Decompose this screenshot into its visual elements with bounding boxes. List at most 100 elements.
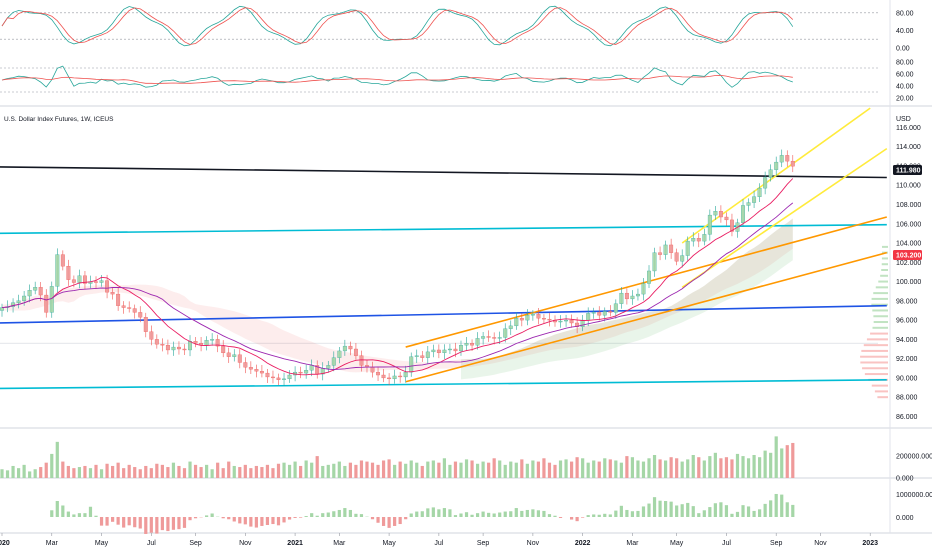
histogram-bar (61, 505, 65, 517)
candle-body (492, 337, 497, 339)
candle-body (60, 254, 65, 267)
volume-bar (138, 469, 142, 478)
candle-body (282, 378, 286, 380)
histogram-bar (614, 510, 618, 517)
volume-bar (254, 465, 258, 478)
histogram-bar (282, 517, 286, 523)
volume-bar (791, 442, 795, 478)
volume-bar (359, 460, 364, 478)
volume-bar (686, 459, 690, 478)
volume-profile-bar (873, 315, 888, 318)
histogram-bar (415, 511, 419, 517)
volume-bar (409, 460, 413, 478)
volume-bar (16, 468, 21, 478)
price-tick-label: 116.000 (896, 125, 921, 132)
volume-bar (33, 469, 37, 478)
candle-body (298, 371, 303, 374)
candle-body (342, 345, 347, 352)
histogram-bar (597, 514, 601, 517)
volume-bar (426, 461, 430, 478)
histogram-bar (127, 517, 131, 526)
histogram-bar (83, 513, 87, 517)
volume-bar (216, 462, 220, 478)
histogram-bar (260, 517, 264, 526)
histogram-bar (619, 505, 623, 517)
volume-bar (160, 464, 164, 478)
histogram-bar (769, 500, 773, 517)
candle-body (33, 287, 38, 291)
volume-bar (503, 464, 507, 478)
histogram-bar (254, 517, 258, 528)
price-tick-label: 86.000 (896, 414, 918, 421)
volume-bar (88, 468, 93, 478)
histogram-bar (697, 513, 701, 517)
histogram-bar (641, 506, 646, 517)
candle-body (359, 355, 364, 366)
volume-bar (448, 464, 452, 478)
time-tick-label: Jul (722, 540, 731, 547)
volume-bar (5, 470, 10, 478)
volume-bar (614, 460, 618, 478)
candle-body (575, 322, 580, 327)
rsi-tick-label: 60.00 (896, 72, 914, 79)
candle-body (503, 328, 508, 338)
volume-bar (232, 465, 236, 478)
volume-bar (625, 456, 629, 478)
histogram-bar (785, 502, 789, 517)
histogram-bar (680, 504, 684, 517)
histogram-bar (105, 517, 109, 526)
candle-body (370, 367, 375, 373)
volume-bar (205, 464, 209, 478)
histogram-bar (370, 517, 375, 520)
histogram-bar (630, 511, 635, 517)
volume-bar (304, 460, 308, 478)
volume-bar (525, 463, 529, 478)
volume-bar (431, 460, 435, 478)
candle-body (481, 336, 486, 339)
volume-profile-bar (880, 274, 888, 277)
candle-body (436, 349, 441, 354)
candle-body (558, 320, 563, 323)
candle-body (470, 343, 474, 346)
histogram-bar (177, 517, 181, 530)
volume-bar (487, 462, 491, 478)
rsi-tick-label: 80.00 (896, 60, 914, 67)
histogram-bar (77, 513, 82, 517)
histogram-bar (348, 509, 352, 517)
candle-body (116, 293, 121, 306)
histogram-bar (475, 513, 480, 517)
candle-body (182, 348, 187, 351)
candle-body (680, 255, 685, 262)
volume-bar (509, 461, 513, 478)
volume-profile-bar (872, 326, 888, 329)
candle-body (663, 244, 668, 255)
volume-bar (354, 464, 358, 478)
volume-bar (39, 467, 43, 478)
orange-channel-upper (405, 216, 888, 348)
volume-bar (315, 456, 319, 478)
candle-body (77, 275, 82, 283)
histogram-bar (763, 503, 767, 517)
histogram-bar (664, 501, 668, 517)
volume-bar (133, 467, 137, 478)
candle-body (66, 265, 71, 280)
channel-line-cyan-top (0, 223, 887, 235)
histogram-bar (409, 513, 413, 517)
candle-body (259, 371, 264, 374)
histogram-bar (88, 506, 93, 517)
volume-bar (221, 468, 225, 478)
histogram-bar (481, 511, 485, 517)
histogram-bar (780, 494, 784, 517)
histogram-bar (420, 511, 424, 517)
volume-bar (459, 462, 463, 478)
candle-body (591, 312, 596, 314)
ma-fast-line (1, 178, 794, 376)
candle-body (702, 234, 707, 242)
price-tick-label: 114.000 (896, 144, 921, 151)
candle-body (746, 202, 751, 206)
histogram-bar (724, 505, 729, 517)
last-price-value: 111.980 (896, 168, 921, 175)
volume-bar (276, 463, 281, 478)
candle-body (348, 345, 353, 350)
volume-bar (735, 453, 740, 478)
